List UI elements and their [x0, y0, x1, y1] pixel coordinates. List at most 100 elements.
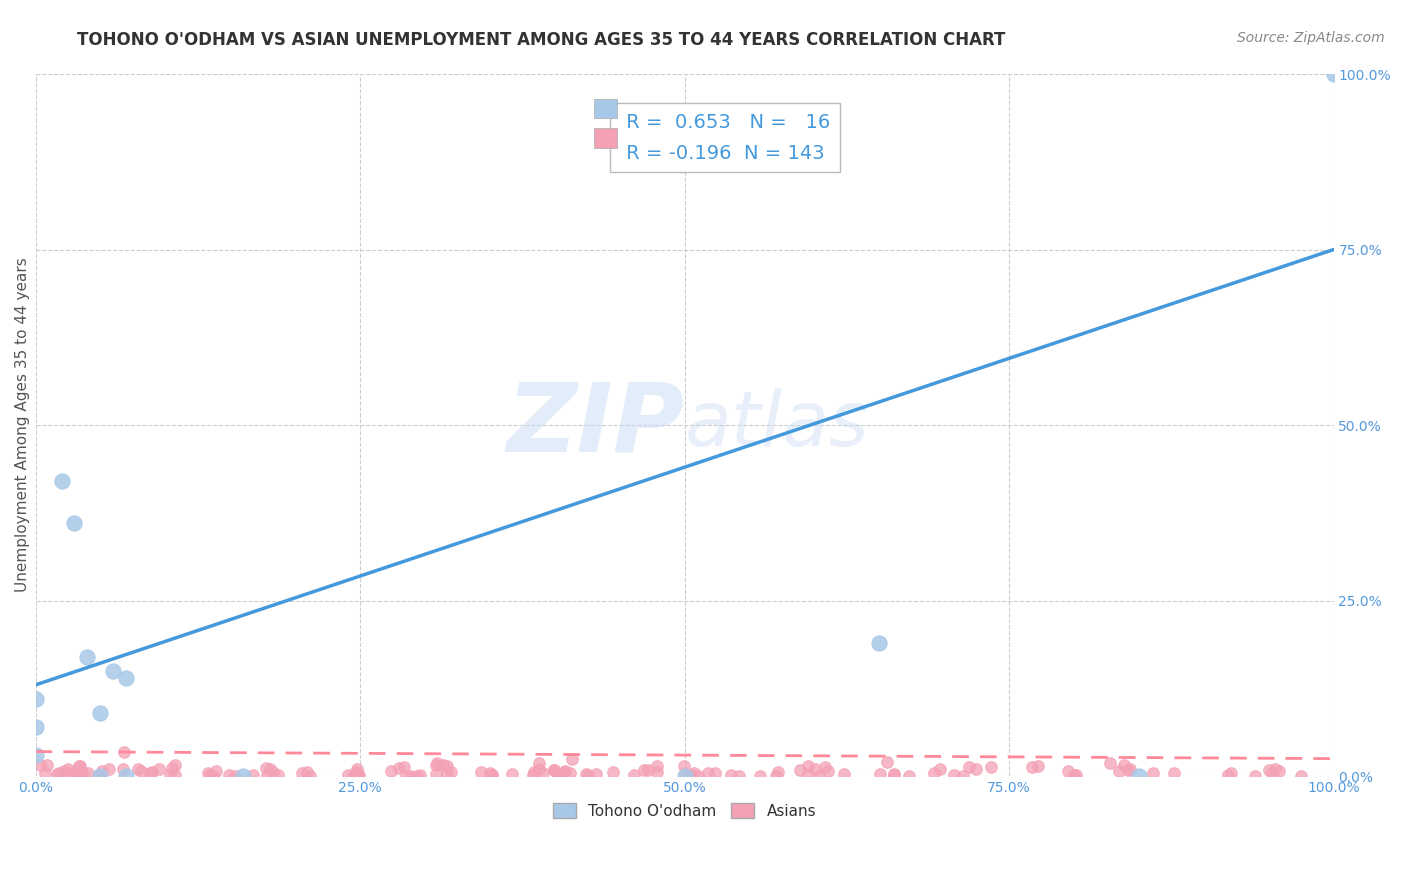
Point	[1257, 763, 1279, 777]
FancyBboxPatch shape	[593, 128, 617, 148]
Point	[720, 768, 742, 782]
Point	[1163, 766, 1185, 780]
Point	[392, 760, 415, 774]
Point	[481, 767, 503, 781]
Point	[531, 766, 554, 780]
Point	[112, 763, 135, 777]
Point	[34, 766, 56, 780]
Point	[259, 763, 281, 777]
Point	[1322, 67, 1344, 81]
Point	[797, 768, 820, 782]
Point	[813, 760, 835, 774]
Point	[388, 761, 411, 775]
Point	[89, 706, 111, 720]
Point	[24, 720, 46, 734]
Point	[426, 756, 449, 770]
Point	[205, 764, 228, 778]
Point	[1119, 762, 1142, 776]
Point	[645, 758, 668, 772]
Point	[523, 764, 546, 779]
Point	[529, 762, 551, 776]
Point	[37, 758, 59, 772]
Point	[24, 748, 46, 763]
Point	[481, 768, 503, 782]
Point	[141, 764, 163, 779]
Point	[115, 769, 138, 783]
Point	[291, 766, 314, 780]
Point	[131, 764, 153, 778]
Point	[673, 767, 696, 781]
Point	[242, 768, 264, 782]
Point	[1112, 758, 1135, 772]
Point	[440, 765, 463, 780]
Point	[256, 767, 278, 781]
Point	[69, 759, 91, 773]
Point	[59, 766, 82, 780]
Legend: Tohono O'odham, Asians: Tohono O'odham, Asians	[547, 797, 823, 825]
Point	[543, 763, 565, 777]
Point	[1057, 764, 1080, 779]
Point	[165, 768, 187, 782]
Point	[647, 764, 669, 779]
Point	[425, 767, 447, 781]
Point	[349, 768, 371, 782]
Point	[1268, 764, 1291, 779]
Point	[165, 757, 187, 772]
Point	[380, 764, 402, 778]
Point	[406, 768, 429, 782]
Point	[637, 764, 659, 778]
Point	[928, 762, 950, 776]
Point	[76, 649, 98, 664]
Point	[162, 761, 184, 775]
Point	[24, 692, 46, 706]
Point	[112, 745, 135, 759]
Point	[115, 671, 138, 685]
Point	[553, 765, 575, 780]
Point	[342, 769, 364, 783]
Point	[765, 769, 787, 783]
Point	[298, 769, 321, 783]
Point	[550, 767, 572, 781]
Point	[546, 764, 568, 779]
Point	[1261, 765, 1284, 780]
Point	[959, 759, 981, 773]
Point	[869, 767, 891, 781]
Point	[201, 769, 224, 783]
Point	[704, 766, 727, 780]
Point	[198, 768, 221, 782]
Point	[1026, 758, 1049, 772]
Point	[1244, 769, 1267, 783]
Point	[965, 763, 987, 777]
Point	[543, 763, 565, 777]
Point	[952, 769, 974, 783]
Point	[232, 769, 254, 783]
Point	[1216, 768, 1239, 782]
Point	[70, 764, 93, 779]
Point	[561, 752, 583, 766]
Point	[797, 759, 820, 773]
Point	[1116, 763, 1139, 777]
Point	[197, 766, 219, 780]
Point	[883, 767, 905, 781]
Point	[297, 764, 319, 779]
Point	[683, 766, 706, 780]
Point	[56, 762, 79, 776]
Point	[48, 766, 70, 780]
Point	[267, 768, 290, 782]
Point	[897, 769, 920, 783]
Point	[554, 764, 576, 778]
Point	[688, 769, 710, 783]
Point	[728, 769, 751, 783]
Point	[254, 761, 277, 775]
Point	[679, 767, 702, 781]
Point	[28, 758, 51, 772]
Point	[1289, 769, 1312, 783]
Point	[65, 766, 87, 780]
Point	[336, 768, 359, 782]
Point	[63, 516, 86, 531]
Point	[344, 765, 367, 780]
Point	[1108, 764, 1130, 778]
Point	[98, 762, 121, 776]
Point	[1064, 767, 1087, 781]
Point	[529, 756, 551, 770]
